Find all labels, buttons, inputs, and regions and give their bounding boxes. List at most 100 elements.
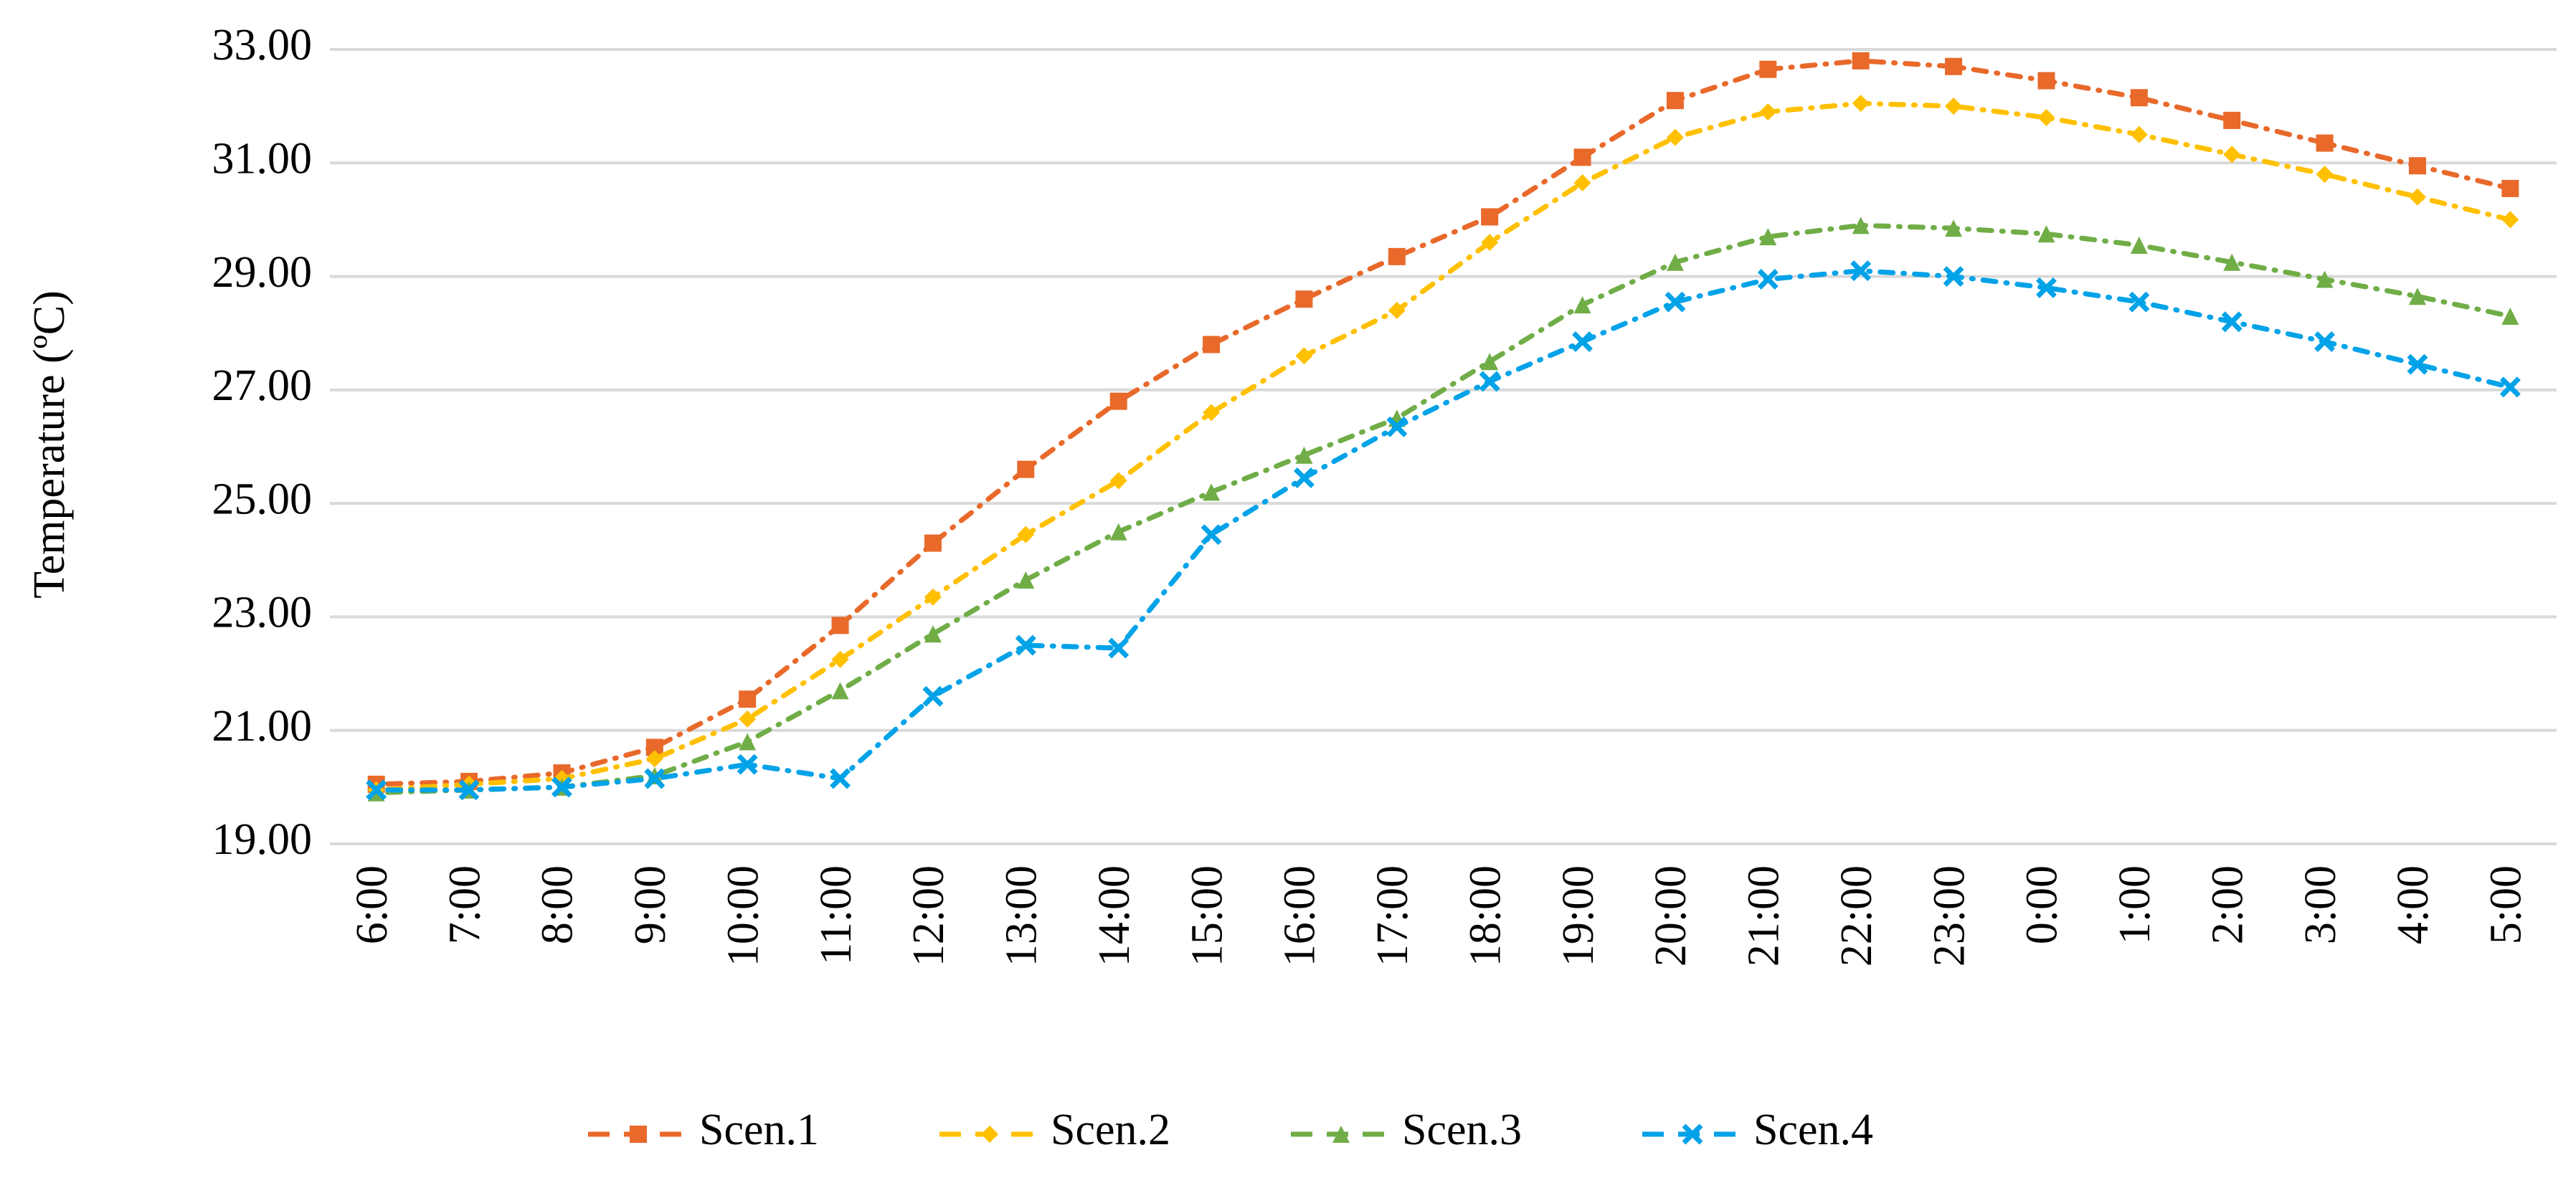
- marker: [1945, 57, 1963, 75]
- marker: [1945, 98, 1963, 115]
- legend-marker: [630, 1126, 647, 1143]
- marker: [1109, 392, 1127, 410]
- x-tick-label: 6:00: [348, 865, 397, 944]
- x-tick-label: 23:00: [1925, 865, 1974, 966]
- marker: [2316, 166, 2334, 184]
- series-line: [374, 222, 2513, 796]
- marker: [1108, 637, 1130, 659]
- marker: [2501, 307, 2519, 325]
- x-tick-label: 15:00: [1183, 865, 1231, 966]
- marker: [2316, 270, 2334, 288]
- marker: [1295, 446, 1313, 464]
- x-tick-label: 1:00: [2111, 865, 2159, 944]
- marker: [644, 768, 666, 789]
- marker: [1850, 260, 1872, 282]
- marker: [645, 750, 663, 768]
- marker: [1666, 128, 1684, 146]
- marker: [1203, 336, 1221, 353]
- x-tick-label: 21:00: [1740, 865, 1789, 966]
- legend-marker: [1332, 1126, 1350, 1143]
- x-tick-label: 7:00: [440, 865, 489, 944]
- marker: [458, 779, 480, 801]
- marker: [1759, 228, 1777, 246]
- y-axis-title: Temperature (ºC): [25, 290, 74, 599]
- marker: [831, 682, 849, 700]
- series-line: [374, 268, 2513, 793]
- marker: [2223, 146, 2241, 163]
- y-tick-label: 25.00: [212, 475, 313, 523]
- marker: [2223, 111, 2241, 129]
- marker: [1481, 208, 1499, 226]
- marker: [2314, 331, 2336, 353]
- marker: [1386, 416, 1408, 437]
- marker: [831, 650, 849, 668]
- marker: [1945, 219, 1963, 237]
- legend-label: Scen.4: [1753, 1106, 1873, 1154]
- y-tick-label: 31.00: [212, 135, 313, 184]
- marker: [1572, 331, 1594, 353]
- x-tick-label: 19:00: [1554, 865, 1603, 966]
- marker: [739, 690, 757, 708]
- marker: [2501, 211, 2519, 229]
- marker: [1481, 234, 1499, 252]
- marker: [1017, 571, 1035, 589]
- legend-label: Scen.3: [1402, 1106, 1522, 1154]
- marker: [1388, 302, 1406, 320]
- series-line: [374, 100, 2513, 793]
- marker: [1015, 634, 1036, 656]
- marker: [1666, 92, 1684, 110]
- x-tick-label: 18:00: [1461, 865, 1510, 966]
- marker: [2316, 134, 2334, 152]
- marker: [2128, 291, 2150, 313]
- legend-marker: [981, 1126, 998, 1143]
- x-tick-label: 13:00: [998, 865, 1046, 966]
- marker: [551, 776, 572, 798]
- x-tick-label: 11:00: [812, 865, 861, 965]
- x-tick-label: 10:00: [719, 865, 767, 966]
- marker: [366, 779, 387, 801]
- y-tick-label: 23.00: [212, 589, 313, 637]
- x-tick-label: 22:00: [1832, 865, 1881, 966]
- marker: [1201, 524, 1222, 546]
- marker: [1943, 266, 1964, 287]
- marker: [1573, 174, 1591, 191]
- marker: [1479, 371, 1500, 392]
- series-line: [374, 58, 2513, 787]
- marker: [1109, 472, 1127, 490]
- marker: [739, 710, 757, 728]
- marker: [1757, 269, 1779, 290]
- marker: [2408, 287, 2426, 305]
- x-tick-label: 4:00: [2389, 865, 2438, 944]
- marker: [2130, 125, 2148, 143]
- x-tick-label: 8:00: [534, 865, 582, 944]
- y-tick-label: 27.00: [212, 361, 313, 410]
- marker: [924, 625, 942, 643]
- x-tick-label: 0:00: [2018, 865, 2067, 944]
- x-tick-label: 17:00: [1368, 865, 1417, 966]
- marker: [1017, 526, 1035, 543]
- y-tick-label: 33.00: [212, 21, 313, 70]
- marker: [1759, 60, 1777, 78]
- marker: [2408, 188, 2426, 206]
- marker: [831, 617, 849, 634]
- marker: [1852, 217, 1870, 234]
- marker: [922, 685, 944, 707]
- marker: [2407, 353, 2428, 375]
- marker: [830, 768, 851, 789]
- y-tick-label: 29.00: [212, 248, 313, 297]
- y-tick-label: 21.00: [212, 702, 313, 751]
- marker: [1759, 103, 1777, 121]
- x-tick-label: 14:00: [1090, 865, 1139, 966]
- marker: [1573, 148, 1591, 166]
- marker: [1203, 404, 1221, 422]
- marker: [1665, 291, 1686, 313]
- legend-label: Scen.2: [1051, 1106, 1170, 1154]
- marker: [924, 534, 942, 552]
- legend-label: Scen.1: [699, 1106, 819, 1154]
- marker: [924, 588, 942, 606]
- marker: [1203, 483, 1221, 501]
- marker: [2221, 311, 2243, 333]
- marker: [2408, 157, 2426, 175]
- x-tick-label: 16:00: [1276, 865, 1325, 966]
- marker: [2223, 253, 2241, 271]
